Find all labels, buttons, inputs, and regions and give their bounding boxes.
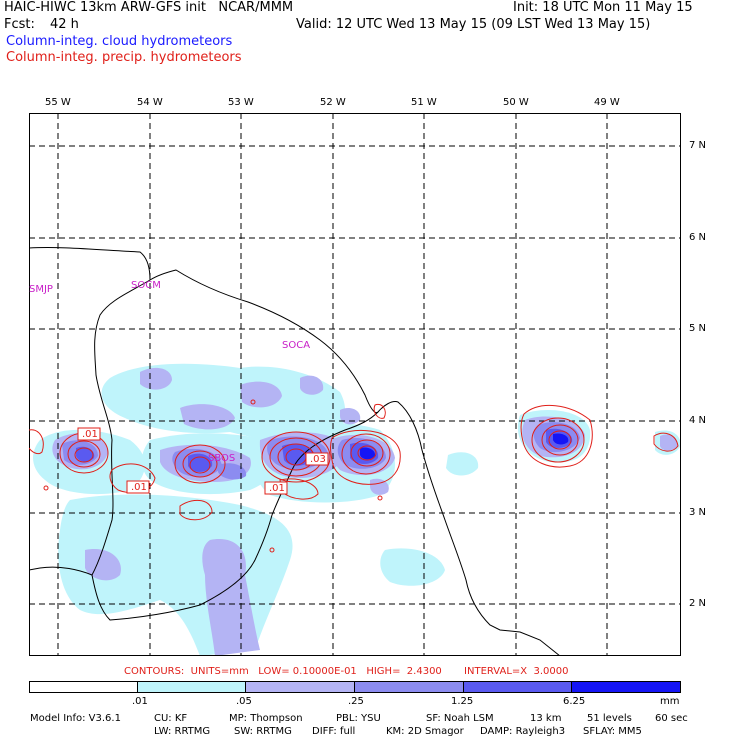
lat-lon-grid [29,113,681,656]
damping-option: DAMP: Rayleigh3 [480,726,566,737]
colorbar-segment [246,681,355,693]
field-cloud-label: Column-integ. cloud hydrometeors [6,34,233,49]
longitude-label: 53 W [228,97,254,108]
longitude-label: 50 W [503,97,529,108]
latitude-label: 3 N [689,507,707,518]
contour-label: .01 [82,429,98,440]
longitude-label: 52 W [320,97,346,108]
longitude-label: 49 W [594,97,620,108]
contour-label: .03 [310,454,326,465]
colorbar-tick: .25 [348,696,364,707]
vertical-levels: 51 levels [587,713,632,724]
colorbar-tick: 6.25 [563,696,586,707]
latitude-label: 5 N [689,323,707,334]
valid-time: Valid: 12 UTC Wed 13 May 15 (09 LST Wed … [296,17,651,32]
latitude-label: 2 N [689,598,707,609]
shaded-field [33,363,681,656]
time-step: 60 sec [655,713,688,724]
contour-label: .01 [131,482,147,493]
station-label: SOCM [131,280,161,291]
coastline [29,246,561,656]
contour-label-boxes [77,427,329,495]
km-option: KM: 2D Smagor [386,726,464,737]
colorbar-segment [355,681,464,693]
station-label: SOCA [282,340,311,351]
forecast-hour: 42 h [50,17,79,32]
forecast-label: Fcst: [4,17,35,32]
station-label: SMJP [29,284,53,295]
colorbar-segment [572,681,681,693]
plot-title: HAIC-HIWC 13km ARW-GFS init NCAR/MMM [4,0,294,15]
precip-contours [29,399,679,553]
colorbar-tick: .05 [236,696,252,707]
colorbar-segment [137,681,247,693]
grid-spacing: 13 km [530,713,562,724]
colorbar-segment [29,681,138,693]
field-precip-label: Column-integ. precip. hydrometeors [6,50,242,65]
colorbar-units: mm [660,696,680,707]
longitude-label: 51 W [411,97,437,108]
latitude-label: 6 N [689,232,707,243]
contour-info: CONTOURS: UNITS=mm LOW= 0.10000E-01 HIGH… [124,666,569,677]
pbl-scheme: PBL: YSU [336,713,381,724]
surface-scheme: SF: Noah LSM [426,713,494,724]
colorbar-tick: .01 [132,696,148,707]
map-frame [29,113,681,656]
shortwave-scheme: SW: RRTMG [234,726,292,737]
contour-label: .01 [269,483,285,494]
longwave-scheme: LW: RRTMG [154,726,211,737]
microphysics-scheme: MP: Thompson [229,713,303,724]
longitude-label: 55 W [45,97,71,108]
diffusion-option: DIFF: full [312,726,356,737]
latitude-label: 4 N [689,415,707,426]
init-time: Init: 18 UTC Mon 11 May 15 [513,0,693,15]
colorbar-tick: 1.25 [451,696,474,707]
cumulus-scheme: CU: KF [154,713,188,724]
longitude-label: 54 W [137,97,163,108]
station-label: SBOS [208,453,236,464]
model-info: Model Info: V3.6.1 [30,713,121,724]
latitude-label: 7 N [689,140,707,151]
colorbar-segment [463,681,573,693]
surface-layer-option: SFLAY: MM5 [583,726,642,737]
